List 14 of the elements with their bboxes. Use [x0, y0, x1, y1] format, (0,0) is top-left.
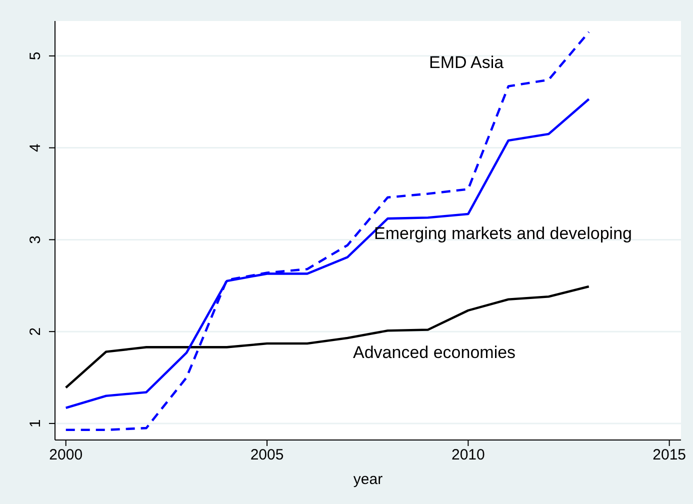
x-tick-label: 2015	[652, 446, 686, 464]
x-tick-label: 2010	[451, 446, 485, 464]
y-tick-label: 4	[26, 144, 44, 152]
x-axis-title: year	[353, 471, 383, 488]
x-tick-label: 2005	[250, 446, 284, 464]
y-tick-label: 3	[26, 236, 44, 244]
y-tick-label: 2	[26, 327, 44, 336]
annotation: Advanced economies	[353, 342, 516, 362]
x-tick-label: 2000	[49, 446, 83, 464]
annotation: Emerging markets and developing	[374, 224, 632, 243]
annotation: EMD Asia	[429, 52, 504, 72]
y-tick-label: 1	[26, 419, 44, 428]
line-series	[64, 285, 590, 389]
y-tick-label: 5	[26, 52, 44, 60]
